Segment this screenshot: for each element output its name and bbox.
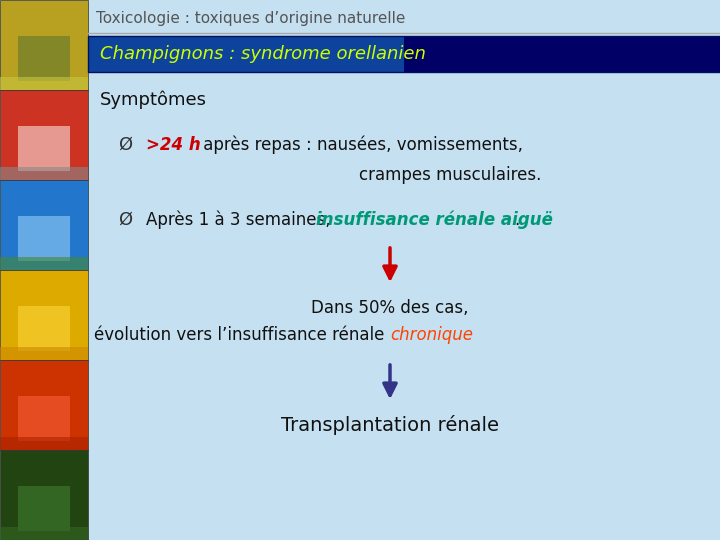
Bar [17, 396, 71, 441]
Text: après repas : nausées, vomissements,: après repas : nausées, vomissements, [198, 136, 523, 154]
Bar [0, 256, 88, 270]
Text: Toxicologie : toxiques d’origine naturelle: Toxicologie : toxiques d’origine naturel… [96, 10, 405, 25]
Bar [17, 126, 71, 171]
Bar [0, 347, 88, 360]
Text: Symptômes: Symptômes [100, 91, 207, 109]
Text: Ø: Ø [118, 136, 132, 154]
Text: Après 1 à 3 semaines,: Après 1 à 3 semaines, [146, 211, 336, 229]
Bar [17, 36, 71, 81]
Bar [0, 180, 88, 270]
Text: >24 h: >24 h [146, 136, 201, 154]
Bar [0, 360, 88, 450]
Bar [0, 90, 88, 180]
Bar [0, 0, 88, 90]
Bar [0, 526, 88, 540]
Bar [88, 36, 404, 72]
Text: chronique: chronique [390, 326, 473, 344]
Bar [88, 36, 720, 72]
Text: Transplantation rénale: Transplantation rénale [281, 415, 499, 435]
Bar [17, 306, 71, 351]
Text: insuffisance rénale aiguë: insuffisance rénale aiguë [316, 211, 553, 229]
Bar [0, 270, 88, 360]
Bar [88, 36, 720, 72]
Bar [0, 450, 88, 540]
Bar [17, 486, 71, 531]
Text: Dans 50% des cas,: Dans 50% des cas, [311, 299, 469, 317]
Bar [17, 216, 71, 261]
Bar [0, 436, 88, 450]
Text: évolution vers l’insuffisance rénale: évolution vers l’insuffisance rénale [94, 326, 390, 344]
Bar [0, 166, 88, 180]
Text: crampes musculaires.: crampes musculaires. [359, 166, 541, 184]
Bar [0, 77, 88, 90]
Text: Champignons : syndrome orellanien: Champignons : syndrome orellanien [100, 45, 426, 63]
Text: .: . [514, 211, 519, 229]
Text: Ø: Ø [118, 211, 132, 229]
